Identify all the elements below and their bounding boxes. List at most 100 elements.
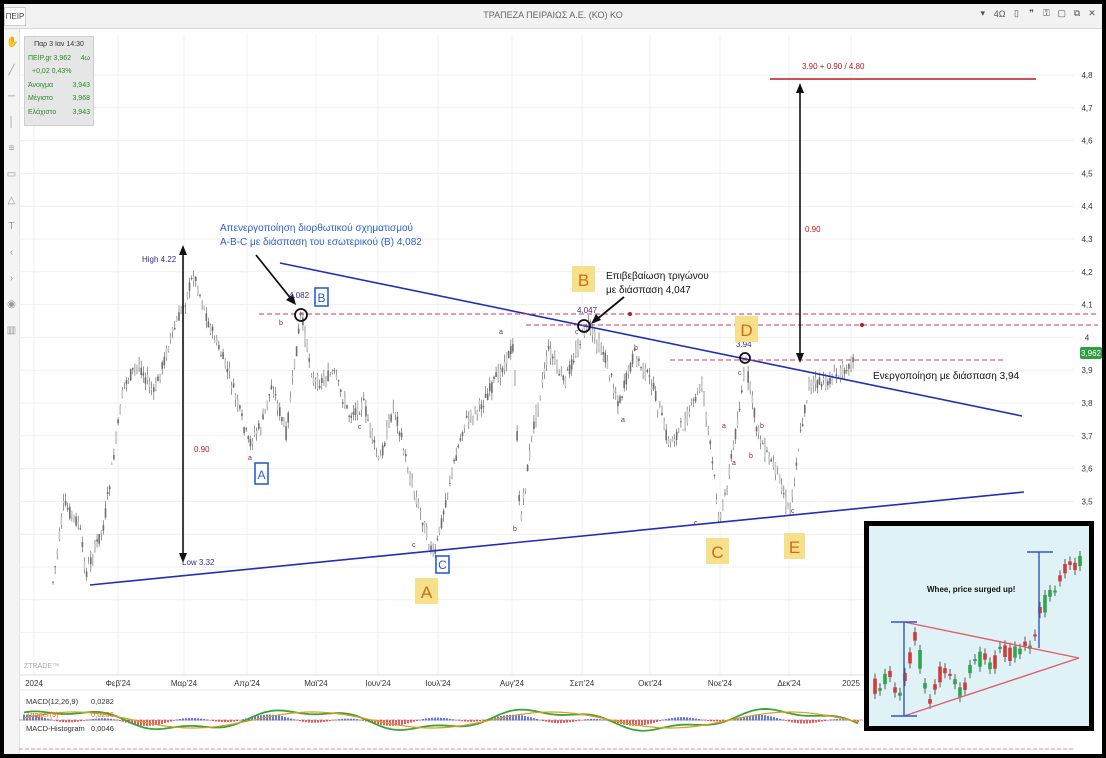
candle-body (266, 400, 268, 407)
candle-body (75, 516, 77, 526)
histogram-bar (638, 720, 640, 726)
hline-tool-icon[interactable]: ─ (7, 91, 16, 102)
candle-body (140, 367, 142, 375)
ticker-tab[interactable]: ΠΕΙΡ (4, 7, 26, 26)
candle-body (106, 492, 109, 494)
vline-tool-icon[interactable]: │ (8, 117, 15, 128)
candle-body (841, 363, 844, 376)
hand-icon[interactable]: ✋ (6, 37, 19, 48)
trigger-value: 0,0236 (91, 710, 114, 719)
candle-body (453, 459, 455, 462)
histogram-bar (842, 719, 844, 721)
inset-candle-body (873, 678, 877, 694)
eye-icon[interactable]: ◉ (7, 299, 16, 310)
histogram-bar (773, 717, 775, 721)
interval: 4ω (80, 54, 90, 62)
quote-icon[interactable]: ❞ (1029, 8, 1034, 18)
histogram-bar (227, 720, 229, 723)
interval-button[interactable]: 4Ω (993, 8, 1006, 19)
candle-body (757, 426, 760, 434)
histogram-bar (281, 716, 283, 721)
inset-candle-body (923, 683, 927, 689)
histogram-bar (641, 720, 643, 726)
upper-trendline[interactable] (279, 262, 1023, 417)
arrow-left-icon[interactable]: ‹ (9, 247, 14, 258)
text-tool-icon[interactable]: T (8, 221, 15, 232)
candle-body (564, 377, 567, 387)
high-label: Μέγιστο (28, 95, 53, 102)
breakout-circle-d (739, 352, 751, 364)
level-d-label: 3.94 (736, 340, 752, 349)
candle-body (409, 477, 411, 483)
restore-icon[interactable]: ⧉ (1073, 8, 1081, 18)
candle-body (108, 486, 111, 490)
histogram-bar (647, 720, 649, 725)
time-label: Σεπ'24 (570, 679, 595, 688)
histogram-bar (176, 719, 178, 721)
histogram-bar (584, 719, 586, 721)
histogram-bar (83, 720, 85, 721)
candle-body (711, 461, 714, 464)
candle-body (428, 544, 430, 548)
price-chart[interactable]: 3.90 + 0.90 / 4.80 0.90 0.90 High 4.22 L… (4, 4, 1102, 754)
inset-lower-line (903, 657, 1080, 717)
inset-candle-body (953, 679, 957, 685)
candle-body (535, 408, 537, 421)
histogram-bar (767, 715, 769, 721)
candle-body (705, 412, 707, 420)
candle-body (633, 348, 636, 351)
triangle-tool-icon[interactable]: △ (7, 195, 16, 206)
histogram-bar (770, 716, 772, 721)
histogram-value: 0,0046 (91, 724, 114, 733)
candle-body (516, 431, 518, 441)
maximize-icon[interactable]: ▢ (1057, 8, 1066, 18)
candle-body (434, 549, 436, 554)
lower-trendline[interactable] (89, 491, 1025, 586)
close-icon[interactable]: ✕ (1088, 8, 1096, 18)
subwave-label: c (791, 508, 795, 515)
histogram-bar (101, 718, 103, 721)
lock-icon[interactable]: ⚿ (1043, 8, 1050, 18)
candle-body (482, 406, 485, 408)
candle-body (539, 396, 541, 399)
candle-body (186, 292, 189, 299)
histogram-bar (419, 719, 421, 721)
histogram-bar (560, 720, 562, 724)
inset-candle-body (1068, 561, 1072, 565)
inset-candle-body (1078, 555, 1082, 567)
confirmation-arrow (591, 296, 625, 324)
inset-caption: Whee, price surged up! (927, 585, 1015, 594)
candle-body (331, 371, 334, 373)
candle-body (386, 426, 388, 440)
histogram-bar (797, 720, 799, 724)
candle-body (774, 462, 777, 475)
histogram-bar (44, 717, 46, 721)
histogram-bar (299, 720, 301, 722)
price-tick: 3,7 (1081, 432, 1093, 441)
histogram-bar (464, 720, 466, 722)
histogram-bar (398, 720, 400, 726)
candle-body (749, 382, 751, 390)
histogram-bar (362, 720, 364, 721)
candle-body (73, 515, 75, 517)
histogram-bar (554, 720, 556, 724)
layout-icon[interactable]: ▯ (1014, 8, 1019, 18)
histogram-bar (206, 719, 208, 721)
dropdown-icon[interactable]: ▾ (980, 8, 986, 18)
subwave-label: b (279, 320, 283, 327)
candle-body (224, 358, 226, 367)
candle-body (150, 388, 153, 390)
trash-icon[interactable]: ▥ (6, 325, 17, 336)
candle-body (558, 373, 560, 376)
histogram-bar (722, 720, 724, 722)
histogram-bar (311, 720, 313, 723)
arrow-right-icon[interactable]: › (9, 273, 14, 284)
rect-tool-icon[interactable]: ▭ (6, 169, 17, 180)
histogram-bar (161, 720, 163, 724)
fib-tool-icon[interactable]: ≡ (8, 143, 15, 154)
line-tool-icon[interactable]: ╱ (8, 65, 15, 76)
inset-candle-body (903, 672, 907, 682)
inset-candle-body (1023, 641, 1027, 646)
candle-body (243, 427, 245, 434)
candle-body (381, 445, 384, 456)
